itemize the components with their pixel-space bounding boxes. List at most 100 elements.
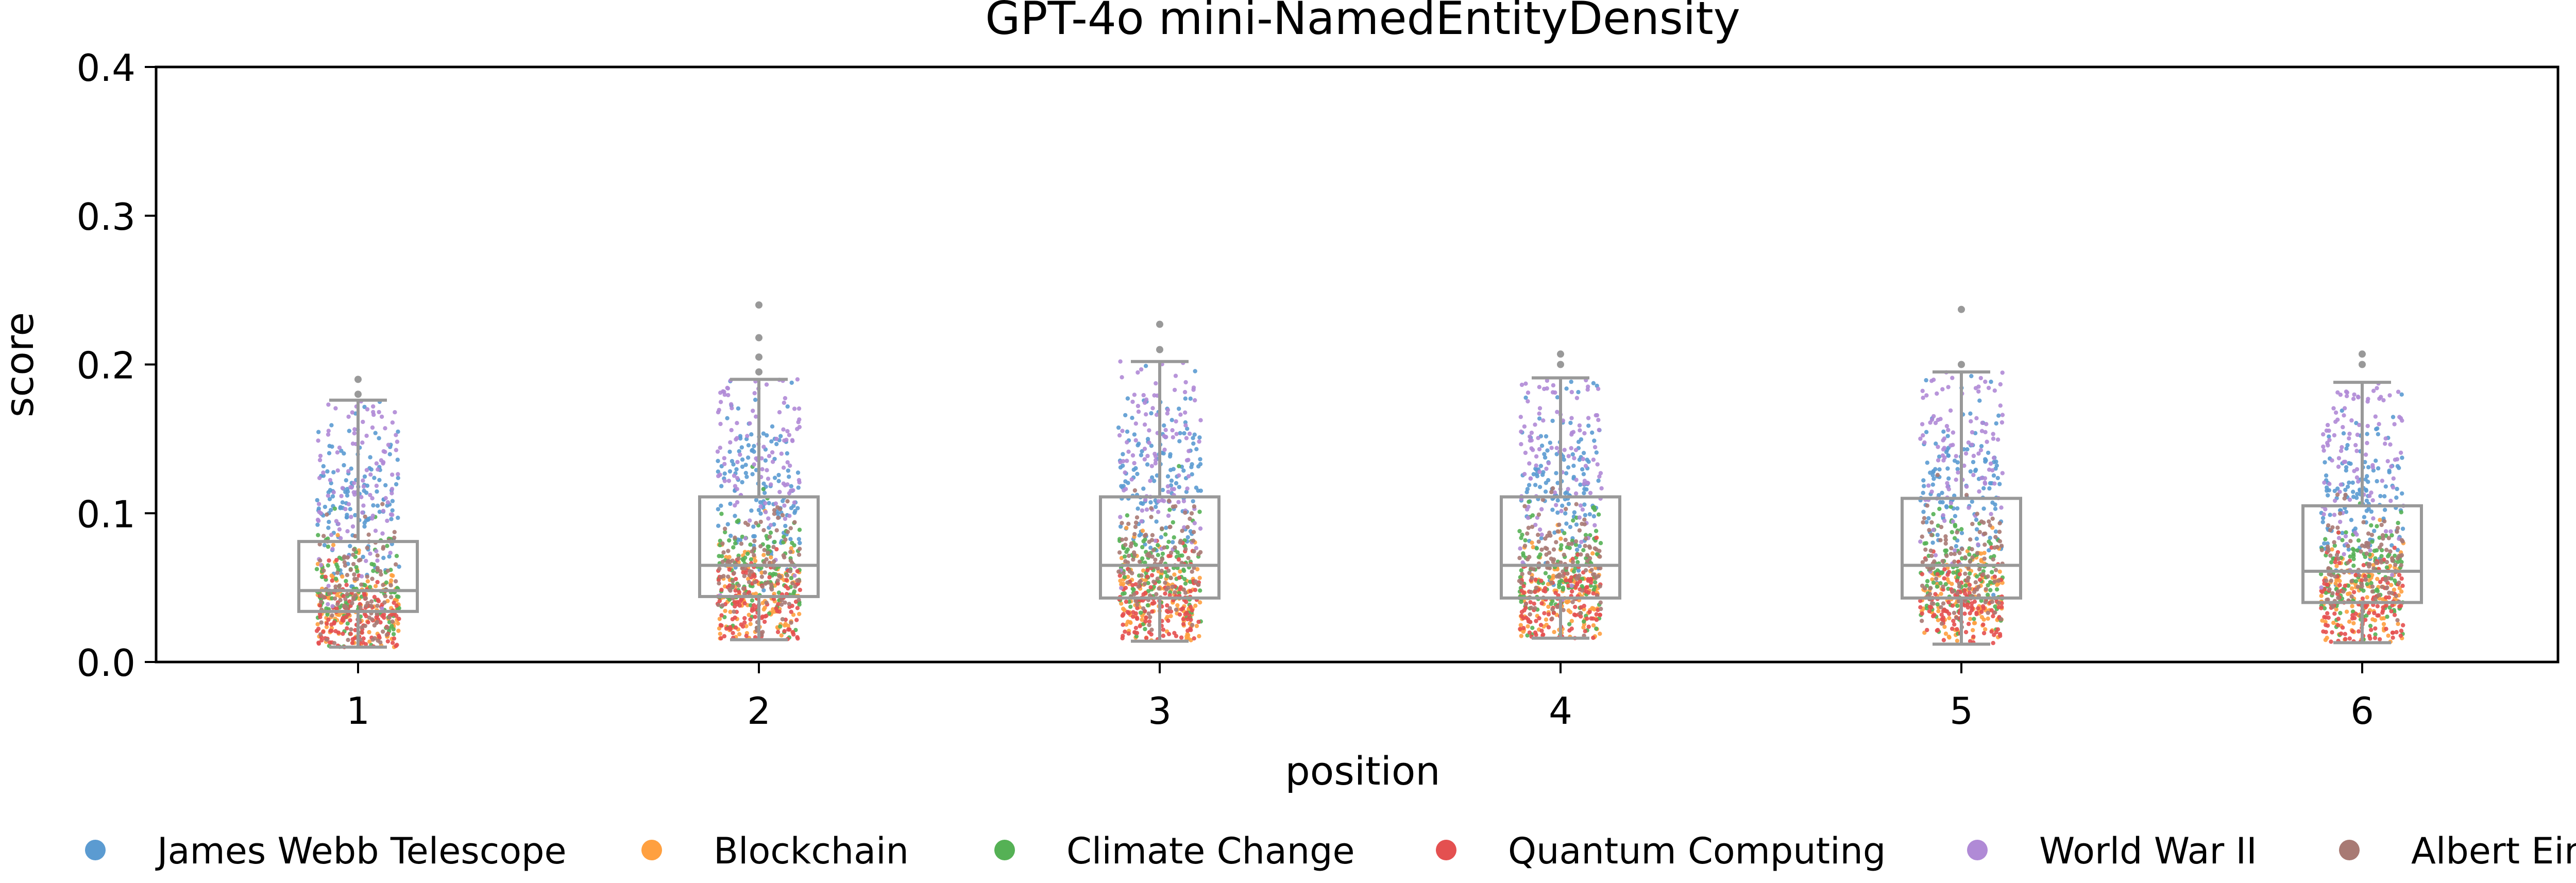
data-point: [2395, 525, 2400, 531]
data-point: [2344, 468, 2348, 473]
data-point: [393, 410, 397, 415]
data-point: [788, 526, 793, 531]
data-point: [1924, 378, 1928, 383]
data-point: [2394, 630, 2399, 635]
data-point: [2342, 413, 2346, 418]
data-point: [1570, 600, 1575, 604]
data-point: [1551, 575, 1555, 580]
data-point: [1595, 552, 1600, 556]
data-point: [1183, 581, 1188, 586]
legend: James Webb Telescope Blockchain Climate Ch…: [85, 830, 2576, 872]
data-point: [363, 596, 368, 601]
data-point: [762, 570, 768, 575]
data-point: [1124, 599, 1129, 604]
data-point: [792, 406, 797, 411]
data-point: [738, 436, 743, 441]
data-point: [1597, 428, 1601, 432]
data-point: [1939, 571, 1944, 575]
data-point: [787, 474, 791, 479]
data-point: [1581, 451, 1586, 455]
data-point: [395, 457, 400, 462]
data-point: [375, 553, 380, 558]
data-point: [1539, 629, 1544, 633]
data-point: [1585, 616, 1589, 621]
data-point: [1534, 585, 1538, 590]
data-point: [1196, 582, 1201, 587]
data-point: [769, 587, 774, 592]
data-point: [1136, 506, 1140, 511]
data-point: [736, 583, 741, 588]
data-point: [797, 528, 802, 532]
legend-item: Quantum Computing: [1436, 830, 1886, 872]
data-point: [1122, 488, 1126, 493]
data-point: [1177, 575, 1182, 580]
data-point: [1979, 429, 1985, 433]
data-point: [1539, 601, 1544, 606]
data-point: [1551, 547, 1556, 552]
data-point: [1966, 566, 1971, 570]
data-point: [1550, 607, 1555, 612]
data-point: [362, 474, 367, 479]
data-point: [378, 620, 383, 625]
legend-label: James Webb Telescope: [155, 830, 567, 872]
data-point: [1981, 631, 1987, 636]
box-iqr: [1901, 497, 2022, 600]
data-point: [1935, 533, 1940, 537]
data-point: [1969, 373, 1974, 379]
data-point: [2343, 460, 2348, 464]
data-point: [716, 603, 721, 607]
data-point: [1138, 610, 1143, 615]
data-point: [1598, 613, 1602, 617]
data-point: [1954, 478, 1958, 482]
data-point: [2395, 457, 2400, 462]
data-point: [1142, 447, 1147, 451]
data-point: [2355, 394, 2361, 399]
data-point: [1120, 613, 1125, 618]
data-point: [390, 508, 395, 513]
data-point: [1196, 552, 1201, 557]
data-point: [2377, 545, 2382, 550]
data-point: [1555, 410, 1560, 414]
data-point: [324, 624, 329, 630]
data-point: [1563, 537, 1568, 542]
data-point: [394, 603, 399, 608]
data-point: [1544, 481, 1548, 485]
legend-label: Quantum Computing: [1508, 830, 1886, 872]
data-point: [317, 612, 323, 617]
data-point: [2341, 431, 2346, 436]
data-point: [1145, 574, 1150, 579]
data-point: [1542, 611, 1547, 616]
box-position-2: [698, 301, 820, 641]
data-point: [2387, 393, 2392, 398]
data-point: [2351, 590, 2357, 595]
data-point: [779, 451, 784, 456]
data-point: [1142, 457, 1147, 462]
data-point: [1547, 574, 1552, 580]
data-point: [749, 432, 754, 437]
data-point: [732, 473, 737, 478]
data-point: [1972, 599, 1977, 604]
data-point: [2367, 564, 2371, 569]
data-point: [2346, 544, 2350, 549]
data-point: [763, 501, 768, 505]
data-point: [2364, 498, 2369, 503]
data-point: [1534, 463, 1538, 468]
data-point: [1521, 551, 1526, 556]
data-point: [333, 406, 338, 411]
data-point: [1567, 578, 1572, 583]
data-point: [746, 443, 751, 448]
data-point: [377, 478, 382, 482]
data-point: [1561, 608, 1566, 613]
data-point: [2365, 432, 2369, 436]
data-point: [735, 476, 740, 481]
data-point: [1973, 580, 1978, 585]
data-point: [332, 596, 337, 601]
data-point: [371, 503, 376, 508]
data-point: [1918, 599, 1923, 603]
data-point: [2374, 459, 2378, 463]
data-point: [1522, 424, 1527, 429]
data-point: [2327, 482, 2332, 486]
data-point: [759, 570, 764, 575]
data-point: [1983, 457, 1988, 462]
data-point: [1149, 573, 1155, 578]
